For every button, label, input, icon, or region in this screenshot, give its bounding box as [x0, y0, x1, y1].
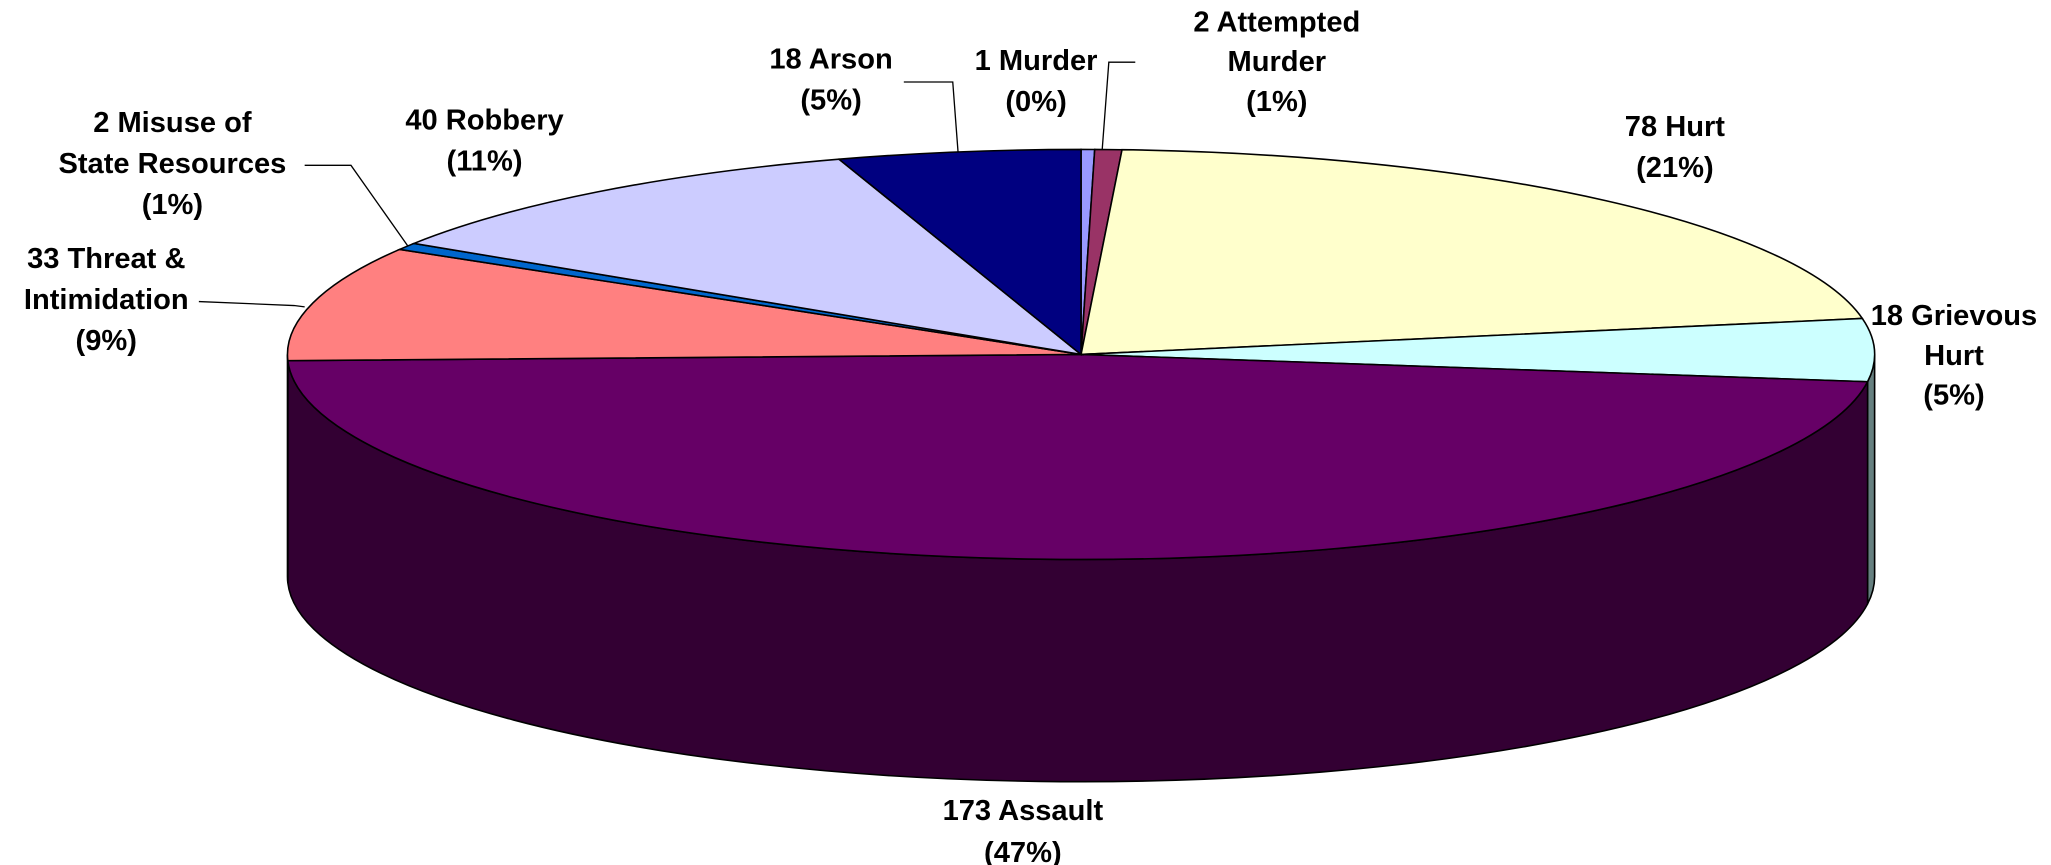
data-label: 40 Robbery (11%) — [405, 104, 564, 177]
slice — [1080, 148, 1864, 356]
slice — [411, 158, 1084, 356]
data-label-line: Murder — [1228, 46, 1327, 78]
slice — [1081, 317, 1876, 383]
data-label-line: (0%) — [1005, 86, 1066, 118]
data-label-line: Hurt — [1924, 340, 1984, 372]
data-label-line: (11%) — [447, 145, 523, 177]
data-label-line: 18 Arson — [769, 44, 892, 76]
data-label: 2 Attempted Murder (1%) — [1193, 6, 1360, 117]
data-label-line: 40 Robbery — [405, 104, 564, 136]
data-label: 173 Assault (47%) — [943, 795, 1104, 865]
leader-line — [304, 164, 409, 247]
data-label-line: 78 Hurt — [1625, 111, 1726, 143]
data-label: 2 Misuse of State Resources (1%) — [58, 107, 286, 221]
data-label-line: 2 Attempted — [1193, 6, 1360, 38]
slice-side — [1866, 354, 1876, 605]
data-label-line: 33 Threat & — [27, 243, 185, 275]
leader-line — [903, 81, 959, 153]
data-label-line: 1 Murder — [975, 45, 1098, 77]
slice — [286, 248, 1082, 362]
slice — [286, 353, 1869, 561]
data-label: 1 Murder (0%) — [975, 45, 1098, 118]
data-label-line: (21%) — [1636, 152, 1714, 184]
data-label-line: (9%) — [76, 325, 137, 357]
data-label: 18 Grievous Hurt (5%) — [1871, 300, 2037, 411]
data-label-line: (47%) — [984, 837, 1062, 865]
data-label-line: 2 Misuse of — [93, 107, 252, 139]
data-label-line: (1%) — [142, 189, 203, 221]
data-label: 78 Hurt (21%) — [1625, 111, 1726, 184]
data-label-line: Intimidation — [24, 284, 189, 316]
data-label-line: State Resources — [58, 148, 286, 180]
data-label-line: (5%) — [1923, 379, 1984, 411]
data-label-line: (5%) — [800, 85, 861, 117]
data-label-line: (1%) — [1246, 86, 1307, 118]
leader-line — [198, 300, 305, 308]
data-label: 18 Arson (5%) — [769, 44, 892, 117]
data-label-line: 173 Assault — [943, 795, 1104, 827]
data-label-line: 18 Grievous — [1871, 300, 2037, 332]
leader-line — [1101, 61, 1136, 150]
data-label: 33 Threat & Intimidation (9%) — [24, 243, 189, 357]
